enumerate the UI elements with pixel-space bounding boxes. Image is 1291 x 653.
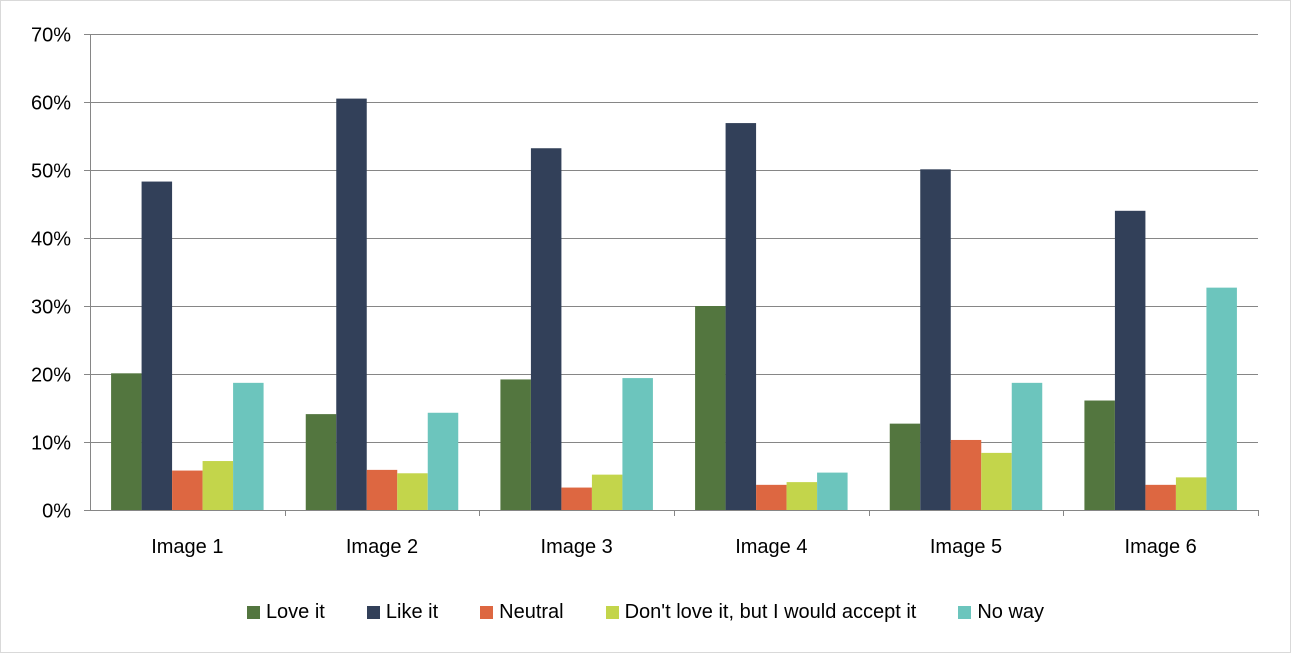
bar-love-it-6 (1084, 400, 1115, 510)
bar-no-way-2 (427, 412, 459, 510)
y-axis-tick-labels: 0% 10% 20% 30% 40% 50% 60% 70% (31, 25, 90, 523)
y-tick-label: 30% (31, 297, 71, 319)
bar-like-it-3 (530, 148, 562, 511)
legend-swatch (605, 605, 619, 619)
bar-neutral-2 (366, 469, 398, 510)
bar-no-way-1 (233, 382, 264, 510)
legend-label: Like it (385, 600, 439, 623)
legend-label: No way (977, 600, 1045, 623)
y-tick-label: 20% (31, 365, 71, 387)
y-tick-label: 50% (31, 161, 71, 183)
gridlines (90, 34, 1258, 443)
y-tick-label: 60% (31, 93, 71, 115)
legend-swatch (246, 605, 260, 619)
bar-no-way-3 (622, 378, 653, 510)
bar-don-t-love-it-but-i-would-accept-it-2 (397, 473, 428, 510)
bar-like-it-6 (1114, 210, 1146, 511)
legend-label: Don't love it, but I would accept it (624, 600, 917, 623)
y-tick-label: 40% (31, 229, 71, 251)
bar-like-it-5 (920, 169, 951, 510)
x-axis (90, 34, 1259, 516)
bar-like-it-2 (336, 98, 367, 510)
bar-love-it-5 (889, 423, 921, 510)
x-tick-label: Image 3 (541, 536, 613, 558)
bar-neutral-5 (950, 439, 982, 510)
x-axis-tick-labels: Image 1 Image 2 Image 3 Image 4 Image 5 Image… (151, 536, 1197, 558)
x-tick-label: Image 4 (735, 536, 807, 558)
bar-no-way-4 (817, 472, 848, 510)
bar-neutral-3 (561, 487, 592, 510)
bar-don-t-love-it-but-i-would-accept-it-4 (786, 482, 818, 510)
bar-like-it-4 (725, 123, 757, 510)
legend-item: No way (958, 601, 1044, 624)
y-tick-label: 0% (42, 501, 71, 523)
legend-swatch (958, 605, 972, 619)
bar-love-it-3 (500, 379, 531, 510)
bar-don-t-love-it-but-i-would-accept-it-5 (981, 452, 1012, 510)
bar-no-way-5 (1011, 382, 1043, 510)
bar-like-it-1 (141, 181, 173, 510)
bar-neutral-4 (756, 484, 787, 510)
bar-neutral-6 (1145, 484, 1176, 510)
bar-don-t-love-it-but-i-would-accept-it-1 (202, 461, 234, 510)
legend-item: Neutral (480, 600, 564, 624)
legend-item: Like it (366, 600, 439, 624)
y-tick-label: 10% (31, 433, 71, 455)
bar-don-t-love-it-but-i-would-accept-it-6 (1175, 477, 1207, 510)
x-tick-label: Image 6 (1125, 536, 1197, 558)
bars (111, 98, 1237, 511)
legend-label: Neutral (499, 600, 564, 623)
legend-swatch (480, 605, 494, 619)
legend: Love it Like it Neutral Don't love it, but … (0, 597, 1291, 627)
bar-neutral-1 (172, 470, 203, 510)
bar-love-it-1 (111, 373, 142, 510)
legend-label: Love it (265, 600, 325, 623)
x-tick-label: Image 5 (930, 536, 1002, 558)
x-tick-label: Image 1 (151, 536, 223, 558)
bar-love-it-4 (695, 306, 726, 510)
bar-no-way-6 (1206, 287, 1237, 510)
legend-swatch (366, 605, 380, 619)
legend-item: Love it (246, 600, 325, 624)
bar-love-it-2 (305, 414, 337, 510)
y-tick-label: 70% (31, 25, 71, 47)
bar-don-t-love-it-but-i-would-accept-it-3 (591, 474, 623, 510)
legend-item: Don't love it, but I would accept it (605, 600, 917, 624)
x-tick-label: Image 2 (346, 536, 418, 558)
